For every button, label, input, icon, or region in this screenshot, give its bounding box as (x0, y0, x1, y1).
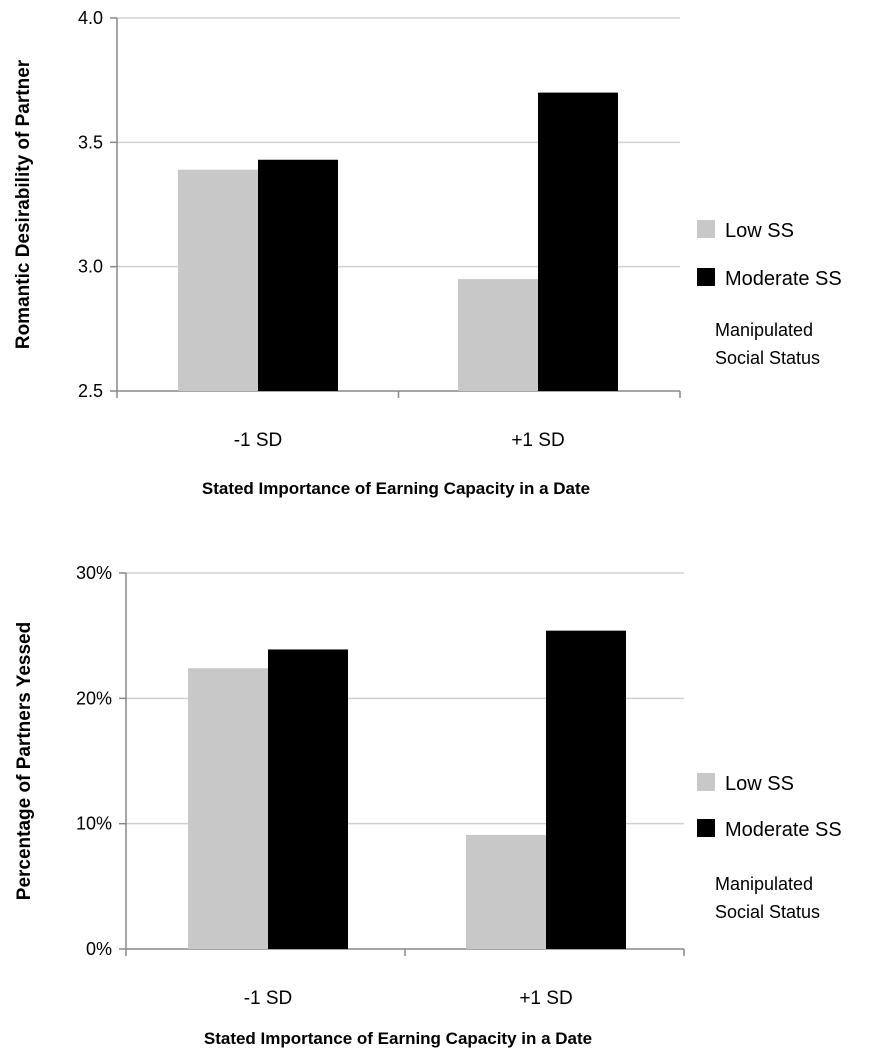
y-tick-label: 3.0 (78, 257, 103, 277)
legend-swatch-moderate-ss (697, 819, 715, 837)
legend-swatch-low-ss (697, 220, 715, 238)
y-tick-label: 10% (76, 814, 112, 834)
legend-label-low-ss: Low SS (725, 220, 794, 242)
y-tick-label: 4.0 (78, 8, 103, 28)
y-axis-label: Romantic Desirability of Partner (13, 59, 34, 349)
chart-percentage-yessed: 0% 10% 20% 30% -1 SD +1 SD Stated Importance o… (14, 563, 842, 1048)
legend-label-low-ss: Low SS (725, 773, 794, 795)
chart-romantic-desirability: 2.5 3.0 3.5 4.0 -1 SD +1 SD Stated Importance … (13, 8, 842, 498)
legend-title: Manipulated (715, 320, 813, 340)
x-axis-label: Stated Importance of Earning Capacity in… (202, 479, 590, 498)
x-axis-label: Stated Importance of Earning Capacity in… (204, 1029, 592, 1048)
x-category-label: -1 SD (244, 988, 293, 1009)
x-category-label: +1 SD (511, 430, 564, 451)
y-tick-label: 3.5 (78, 132, 103, 152)
y-tick-label: 2.5 (78, 381, 103, 401)
y-tick-label: 20% (76, 688, 112, 708)
y-axis-label: Percentage of Partners Yessed (14, 622, 35, 900)
legend-swatch-moderate-ss (697, 268, 715, 286)
bar-low-ss-minus1sd (188, 668, 268, 949)
legend-swatch-low-ss (697, 773, 715, 791)
bar-low-ss-minus1sd (178, 169, 258, 391)
legend-label-moderate-ss: Moderate SS (725, 268, 842, 290)
legend-title: Manipulated (715, 874, 813, 894)
x-category-label: -1 SD (234, 430, 283, 451)
bar-moderate-ss-minus1sd (258, 159, 338, 391)
bar-moderate-ss-plus1sd (546, 630, 626, 949)
legend-title: Social Status (715, 902, 820, 922)
legend-label-moderate-ss: Moderate SS (725, 819, 842, 841)
y-tick-label: 0% (86, 939, 112, 959)
bar-low-ss-plus1sd (458, 279, 538, 391)
bar-moderate-ss-minus1sd (268, 649, 348, 949)
bar-moderate-ss-plus1sd (538, 92, 618, 391)
bar-low-ss-plus1sd (466, 834, 546, 949)
x-category-label: +1 SD (519, 988, 572, 1009)
legend-title: Social Status (715, 348, 820, 368)
y-tick-label: 30% (76, 563, 112, 583)
